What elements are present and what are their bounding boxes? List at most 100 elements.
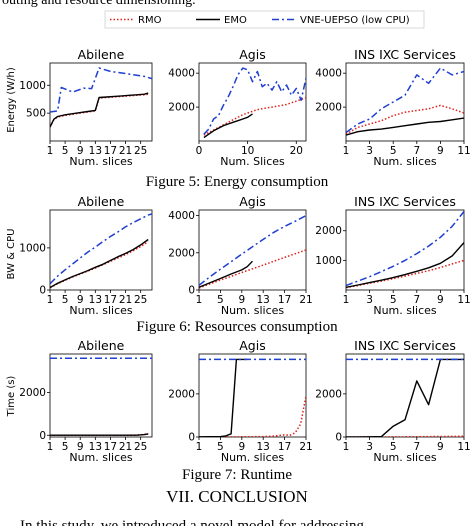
y-tick-label: 4000: [168, 68, 195, 80]
x-tick-label: 7: [413, 145, 420, 157]
x-tick-label: 21: [299, 441, 312, 453]
chart-agis-5: Agis 1 5 9 13 17 21 0 2000 4000 Num. slices: [168, 194, 312, 317]
chart-title: INS IXC Services: [354, 338, 456, 353]
series-line-vne-uepso-low-cpu: [199, 214, 306, 286]
series-line-rmo: [199, 249, 306, 289]
y-tick-label: 4000: [168, 210, 195, 222]
x-tick-label: 20: [290, 145, 303, 157]
y-tick-label: 0: [188, 285, 195, 297]
series-line-rmo: [203, 97, 306, 136]
y-tick-label: 2000: [168, 102, 195, 114]
x-tick-label: 5: [62, 441, 69, 453]
y-tick-label: 4000: [315, 68, 342, 80]
x-tick-label: 1: [47, 145, 54, 157]
legend-box: [104, 10, 425, 29]
x-tick-label: 5: [390, 294, 397, 306]
top-text-fragment: outing and resource dimensioning.: [2, 0, 196, 8]
series-line-emo: [346, 117, 464, 136]
ylabel-energy: Energy (W/h): [6, 67, 17, 133]
plot-frame: [345, 209, 465, 291]
x-tick-label: 9: [437, 145, 444, 157]
x-tick-label: 13: [257, 294, 270, 306]
chart-title: Agis: [239, 194, 265, 209]
x-tick-label: 17: [278, 441, 291, 453]
bottom-text-fragment: In this study, we introduced a novel mod…: [20, 518, 364, 526]
x-tick-label: 5: [390, 441, 397, 453]
plot-frame: [49, 209, 153, 291]
x-tick-label: 5: [217, 441, 224, 453]
x-tick-label: 21: [299, 294, 312, 306]
x-tick-label: 13: [89, 145, 102, 157]
chart-title: Agis: [239, 47, 265, 62]
y-tick-label: 2000: [168, 247, 195, 259]
x-tick-label: 21: [119, 441, 132, 453]
x-tick-label: 1: [343, 145, 350, 157]
x-axis-label: Num. slices: [69, 155, 133, 168]
x-axis-label: Num. Slices: [220, 155, 285, 168]
series-line-emo: [203, 113, 253, 139]
chart-title: INS IXC Services: [354, 47, 456, 62]
y-tick-label: 0: [39, 430, 46, 442]
y-tick-label: 1000: [19, 242, 46, 254]
series-line-rmo: [346, 259, 464, 289]
y-tick-label: 500: [26, 108, 46, 120]
y-tick-label: 2000: [315, 388, 342, 400]
x-tick-label: 25: [134, 145, 147, 157]
series-line-emo: [50, 238, 149, 289]
chart-title: INS IXC Services: [354, 194, 456, 209]
y-tick-label: 2000: [19, 387, 46, 399]
x-tick-label: 9: [77, 441, 84, 453]
y-tick-label: 0: [188, 432, 195, 444]
chart-ins-ixc-services-3: INS IXC Services 1 3 5 7 9 11 2000 4000 Num. slic…: [315, 47, 470, 168]
x-tick-label: 17: [104, 145, 117, 157]
series-line-rmo: [346, 104, 464, 135]
caption-figure-7: Figure 7: Runtime: [182, 467, 292, 483]
plot-frame: [49, 353, 153, 438]
x-tick-label: 7: [413, 441, 420, 453]
chart-agis-2: Agis 0 10 20 2000 4000 Num. Slices: [168, 47, 307, 168]
y-tick-label: 0: [335, 432, 342, 444]
plot-frame: [49, 62, 153, 142]
x-tick-label: 9: [437, 294, 444, 306]
chart-abilene-4: Abilene 1 5 9 13 17 21 25 0 1000 Num. slices: [19, 194, 153, 317]
chart-agis-8: Agis 1 5 9 13 17 21 0 2000 Num. slices: [168, 338, 312, 464]
x-tick-label: 9: [238, 441, 245, 453]
series-line-emo: [346, 358, 464, 437]
y-tick-label: 1000: [19, 80, 46, 92]
x-tick-label: 9: [437, 441, 444, 453]
x-tick-label: 3: [366, 441, 373, 453]
legend-label-rmo: RMO: [138, 15, 162, 26]
chart-title: Abilene: [78, 47, 125, 62]
x-tick-label: 9: [238, 294, 245, 306]
x-tick-label: 1: [343, 441, 350, 453]
legend: RMO EMO VNE-UEPSO (low CPU): [104, 10, 425, 29]
x-axis-label: Num. slices: [373, 304, 437, 317]
x-axis-label: Num. slices: [69, 304, 133, 317]
plot-frame: [198, 209, 307, 291]
y-tick-label: 2000: [315, 225, 342, 237]
x-tick-label: 25: [134, 294, 147, 306]
series-line-rmo: [199, 395, 306, 437]
series-line-rmo: [50, 240, 149, 289]
x-tick-label: 13: [89, 441, 102, 453]
chart-title: Abilene: [78, 338, 125, 353]
plot-frame: [198, 62, 307, 142]
x-axis-label: Num. slices: [221, 451, 285, 464]
x-axis-label: Num. slices: [69, 451, 133, 464]
chart-title: Agis: [239, 338, 265, 353]
x-tick-label: 13: [257, 441, 270, 453]
series-line-vne-uepso-low-cpu: [346, 67, 464, 134]
x-tick-label: 11: [457, 294, 470, 306]
series-line-emo: [50, 92, 149, 128]
x-tick-label: 11: [457, 441, 470, 453]
caption-figure-6: Figure 6: Resources consumption: [136, 319, 338, 335]
x-tick-label: 17: [278, 294, 291, 306]
x-tick-label: 0: [196, 145, 203, 157]
series-line-emo: [199, 358, 248, 437]
series-line-emo: [346, 242, 464, 288]
x-tick-label: 1: [47, 294, 54, 306]
plot-frame: [345, 353, 465, 438]
series-line-vne-uepso-low-cpu: [203, 67, 306, 135]
x-tick-label: 7: [413, 294, 420, 306]
